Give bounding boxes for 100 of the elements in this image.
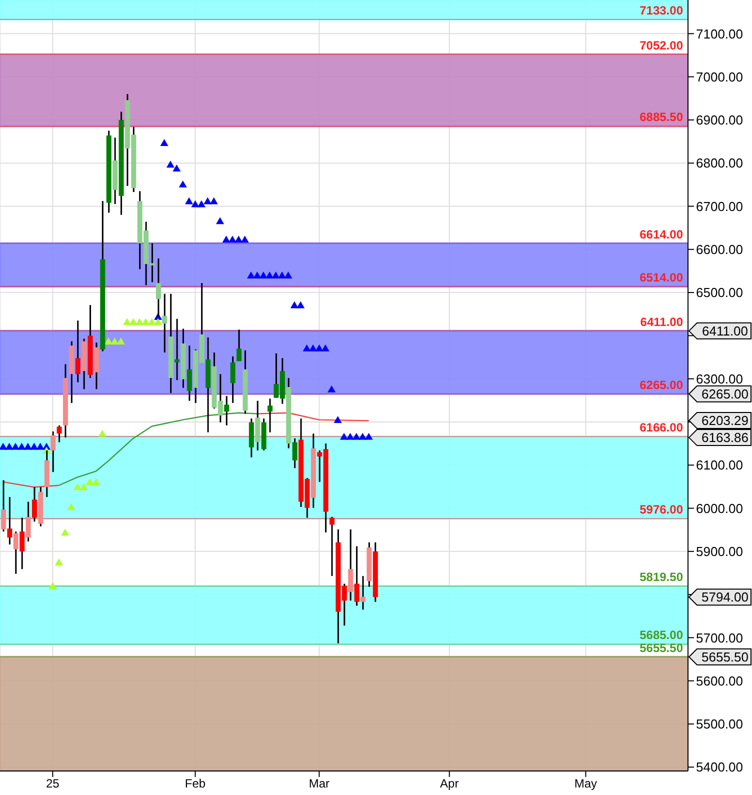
point	[166, 160, 174, 168]
y-tick-label: 6900.00	[696, 112, 743, 128]
candlestick	[75, 320, 80, 384]
candlestick	[236, 328, 242, 362]
ref-line-label: 6411.00	[640, 314, 684, 329]
y-tick-label: 6500.00	[696, 285, 743, 300]
point	[346, 432, 354, 440]
point	[98, 430, 106, 437]
point	[340, 432, 348, 440]
y-tick-label: 7100.00	[696, 26, 743, 42]
point	[86, 478, 94, 486]
text: 5794.00	[702, 590, 748, 605]
candlestick	[162, 293, 168, 354]
point	[247, 271, 256, 278]
candlestick	[32, 486, 37, 522]
point	[197, 200, 206, 208]
candlestick	[1, 479, 6, 532]
point	[352, 432, 360, 440]
candlestick	[224, 395, 230, 426]
point	[228, 236, 236, 243]
candlestick	[174, 318, 180, 381]
y-tick-label: 5900.00	[696, 544, 743, 560]
point	[308, 344, 318, 352]
point	[11, 442, 20, 450]
point	[364, 432, 373, 440]
x-tick-label: Mar	[308, 776, 330, 791]
candlestick	[268, 398, 273, 434]
point	[0, 442, 8, 450]
x-tick-label: 25	[46, 776, 60, 791]
point	[123, 318, 132, 326]
point	[290, 301, 298, 308]
point	[129, 318, 138, 326]
point	[104, 337, 112, 344]
candlestick	[13, 530, 18, 575]
point	[110, 337, 119, 344]
point	[302, 344, 311, 352]
point	[48, 582, 57, 590]
ref-line-label: 6166.00	[640, 420, 684, 435]
point	[216, 217, 224, 224]
point	[67, 503, 76, 510]
candlestick	[330, 516, 335, 577]
point	[61, 528, 70, 536]
point	[284, 271, 292, 278]
point	[259, 271, 268, 278]
point	[135, 318, 144, 326]
candlestick	[20, 516, 25, 570]
y-tick-label: 5600.00	[696, 673, 743, 688]
point	[191, 200, 200, 208]
point	[315, 344, 324, 352]
ref-line-label: 6514.00	[640, 270, 684, 284]
point	[240, 236, 249, 243]
candlestick	[56, 424, 62, 443]
candlestick	[292, 438, 298, 469]
x-tick-label: May	[574, 776, 598, 791]
ref-line-label: 5655.50	[640, 640, 684, 655]
point	[321, 344, 330, 352]
y-tick-label: 6600.00	[696, 242, 743, 257]
point	[334, 416, 342, 423]
line-series	[256, 412, 370, 422]
text: 5655.50	[702, 649, 748, 664]
ref-line-label: 5685.00	[640, 628, 684, 642]
text: 6265.00	[702, 386, 748, 402]
candlestick	[50, 430, 56, 473]
y-tick-label: 6800.00	[696, 156, 743, 171]
candlestick	[230, 356, 236, 404]
point	[148, 318, 156, 326]
line-series	[58, 412, 258, 486]
point	[222, 236, 230, 243]
point	[160, 139, 168, 146]
y-tick-label: 6100.00	[696, 458, 743, 473]
x-tick-label: Apr	[440, 776, 459, 791]
point	[358, 432, 367, 440]
text: 6411.00	[702, 323, 748, 338]
y-tick-label: 5400.00	[696, 760, 743, 775]
candlestick	[7, 496, 12, 546]
y-tick-label: 6300.00	[696, 371, 743, 386]
point	[296, 301, 305, 308]
point	[253, 271, 262, 278]
point	[80, 483, 88, 490]
point	[178, 180, 187, 188]
ref-line-label: 6614.00	[640, 227, 684, 242]
ref-line-label: 7133.00	[640, 3, 684, 18]
point	[272, 271, 280, 278]
point	[154, 318, 162, 326]
point	[92, 478, 100, 486]
point	[210, 197, 218, 204]
point	[24, 442, 32, 450]
text: 6203.29	[702, 413, 748, 428]
point	[234, 236, 243, 243]
point	[73, 483, 82, 490]
y-tick-label: 6700.00	[696, 198, 743, 214]
point	[116, 337, 125, 344]
candlestick	[348, 528, 354, 602]
ref-line-label: 5819.50	[640, 570, 684, 584]
candlestick	[26, 501, 31, 542]
point	[185, 197, 194, 204]
ref-line-label: 6265.00	[640, 378, 684, 392]
text: 6163.86	[702, 430, 748, 446]
candlestick	[360, 575, 366, 610]
y-tick-label: 5700.00	[696, 630, 743, 646]
